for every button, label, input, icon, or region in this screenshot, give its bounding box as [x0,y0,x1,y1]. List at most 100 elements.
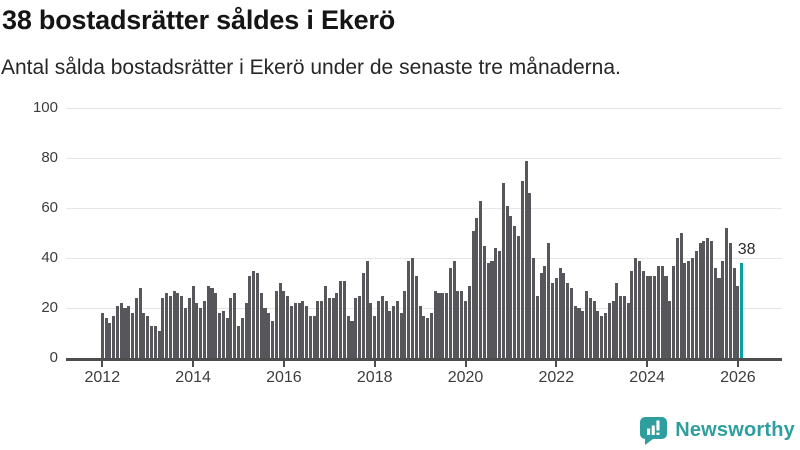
bar-2014-02 [195,303,199,358]
bar-2022-08 [581,310,585,358]
bar-2013-09 [176,293,180,358]
bar-2015-10 [271,320,275,358]
bar-2016-12 [323,285,328,358]
bar-2014-11 [229,298,233,358]
bar-2025-11 [728,243,732,358]
bar-2015-03 [244,303,248,358]
bar-2016-03 [289,305,293,358]
bar-2025-03 [698,243,702,358]
bar-2014-07 [214,293,218,358]
bar-2014-04 [202,300,206,358]
bar-2014-03 [199,308,203,358]
bar-2024-04 [656,265,660,358]
bar-2018-01 [373,315,377,358]
bar-2025-09 [721,260,725,358]
bar-2024-10 [679,233,683,358]
bar-2020-03 [471,230,475,358]
bar-2016-02 [286,295,290,358]
x-tick-2014 [192,360,195,367]
bar-2020-10 [498,250,502,358]
bar-2024-03 [653,275,657,358]
bar-2016-05 [297,303,301,358]
bar-2018-06 [392,305,396,358]
bar-2019-10 [452,260,456,358]
bar-2013-01 [146,315,150,358]
bar-2025-08 [717,278,721,358]
x-axis-label-2022: 2022 [538,369,575,386]
bar-2024-05 [660,265,664,358]
bar-2021-01 [509,215,513,358]
bar-2018-12 [414,275,418,358]
bar-2018-11 [411,258,415,358]
bar-2018-10 [407,260,411,358]
bar-2021-09 [539,273,543,358]
bar-2025-05 [706,238,710,358]
bar-2016-10 [316,300,320,358]
bar-2016-11 [320,300,324,358]
bar-2025-04 [702,240,706,358]
bar-2024-12 [687,260,691,358]
x-tick-2024 [646,360,649,367]
bar-2013-06 [165,293,169,358]
bar-2014-12 [233,293,237,358]
bar-2018-04 [384,300,388,358]
bar-2015-12 [278,283,282,358]
bar-2020-02 [467,285,471,358]
bar-2017-09 [358,295,362,358]
bar-2017-06 [346,315,350,358]
x-tick-2020 [464,360,467,367]
bar-2016-08 [308,315,312,358]
bar-2015-07 [259,293,263,358]
bar-2012-06 [119,303,123,358]
bar-2025-12 [732,268,736,358]
bar-2012-12 [142,313,146,358]
bar-2012-09 [131,313,135,358]
bar-2017-08 [354,298,358,358]
bar-2012-10 [134,298,138,358]
newsworthy-logo[interactable]: Newsworthy [639,415,795,445]
bar-2021-10 [543,265,547,358]
bar-2013-10 [180,295,184,358]
bar-2019-09 [448,268,452,358]
bar-2020-12 [505,205,509,358]
bar-2024-01 [645,275,649,358]
bar-2013-12 [187,298,191,358]
bar-2013-04 [157,330,161,358]
bar-2020-05 [479,200,483,358]
x-tick-2018 [373,360,376,367]
bar-2024-06 [664,275,668,358]
highlighted-bar-value-label: 38 [737,241,756,258]
gridline-y-60 [66,208,782,209]
bar-2022-03 [562,273,566,358]
gridline-y-80 [66,158,782,159]
bar-2024-11 [683,263,687,358]
bar-2019-12 [460,290,464,358]
bar-2020-09 [494,248,498,358]
bar-2022-09 [585,290,589,358]
bar-2025-02 [694,250,698,358]
bar-2017-12 [369,303,373,358]
bar-2022-01 [554,278,558,358]
bar-2012-04 [112,315,116,358]
bar-2019-03 [426,318,430,358]
bar-2019-05 [433,290,437,358]
bar-2025-07 [713,268,717,358]
bar-2012-05 [115,305,119,358]
bar-2017-10 [361,273,365,358]
bar-2015-06 [255,273,259,358]
bar-2013-08 [172,290,176,358]
bar-chart: 0 20 40 60 80 100 2012 2014 2016 2018 2020 2022 2024… [33,99,782,386]
bar-2021-02 [513,225,517,358]
bar-2022-06 [573,305,577,358]
x-axis-label-2012: 2012 [84,369,121,386]
bar-2020-08 [490,260,494,358]
bar-2021-08 [535,295,539,358]
x-tick-2012 [101,360,104,367]
bar-2021-12 [550,283,555,358]
bar-2023-10 [634,258,638,358]
x-axis-label-2014: 2014 [175,369,211,386]
chart-subtitle: Antal sålda bostadsrätter i Ekerö under … [1,56,621,79]
bar-2017-03 [335,293,339,358]
bar-2021-06 [528,193,532,358]
bar-2021-11 [547,243,551,358]
